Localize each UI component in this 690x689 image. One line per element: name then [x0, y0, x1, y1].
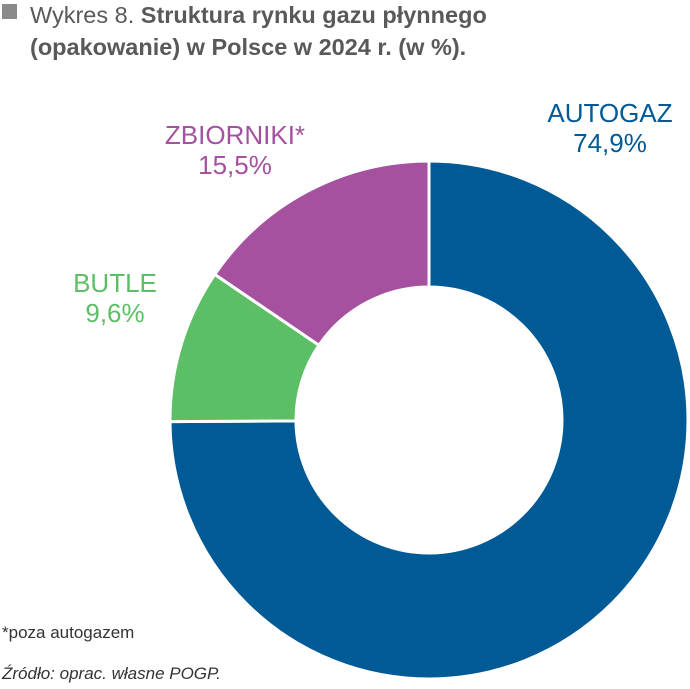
slice-value-zbiorniki: 15,5%	[198, 150, 272, 180]
slice-category-butle: BUTLE	[73, 268, 157, 298]
slice-value-autogaz: 74,9%	[573, 128, 647, 158]
slice-label-butle: BUTLE 9,6%	[40, 268, 190, 328]
donut-slice-zbiorniki	[212, 159, 431, 348]
chart-title-line2: (opakowanie) w Polsce w 2024 r. (w %).	[30, 34, 467, 60]
source-note: Źródło: oprac. własne POGP.	[2, 664, 221, 683]
donut-slice-autogaz	[168, 159, 690, 681]
slice-label-zbiorniki: ZBIORNIKI* 15,5%	[130, 120, 340, 180]
slice-value-butle: 9,6%	[85, 298, 145, 328]
footnote: *poza autogazem	[2, 623, 135, 642]
slice-label-autogaz: AUTOGAZ 74,9%	[520, 98, 690, 158]
chart-title-line1: Struktura rynku gazu płynnego	[140, 2, 487, 28]
slice-category-autogaz: AUTOGAZ	[547, 98, 673, 128]
donut-slices	[168, 159, 690, 681]
chart-title: Wykres 8. Struktura rynku gazu płynnego	[30, 0, 487, 31]
slice-category-zbiorniki: ZBIORNIKI*	[164, 120, 306, 150]
title-marker	[2, 4, 17, 19]
chart-title-prefix: Wykres 8.	[30, 2, 135, 28]
